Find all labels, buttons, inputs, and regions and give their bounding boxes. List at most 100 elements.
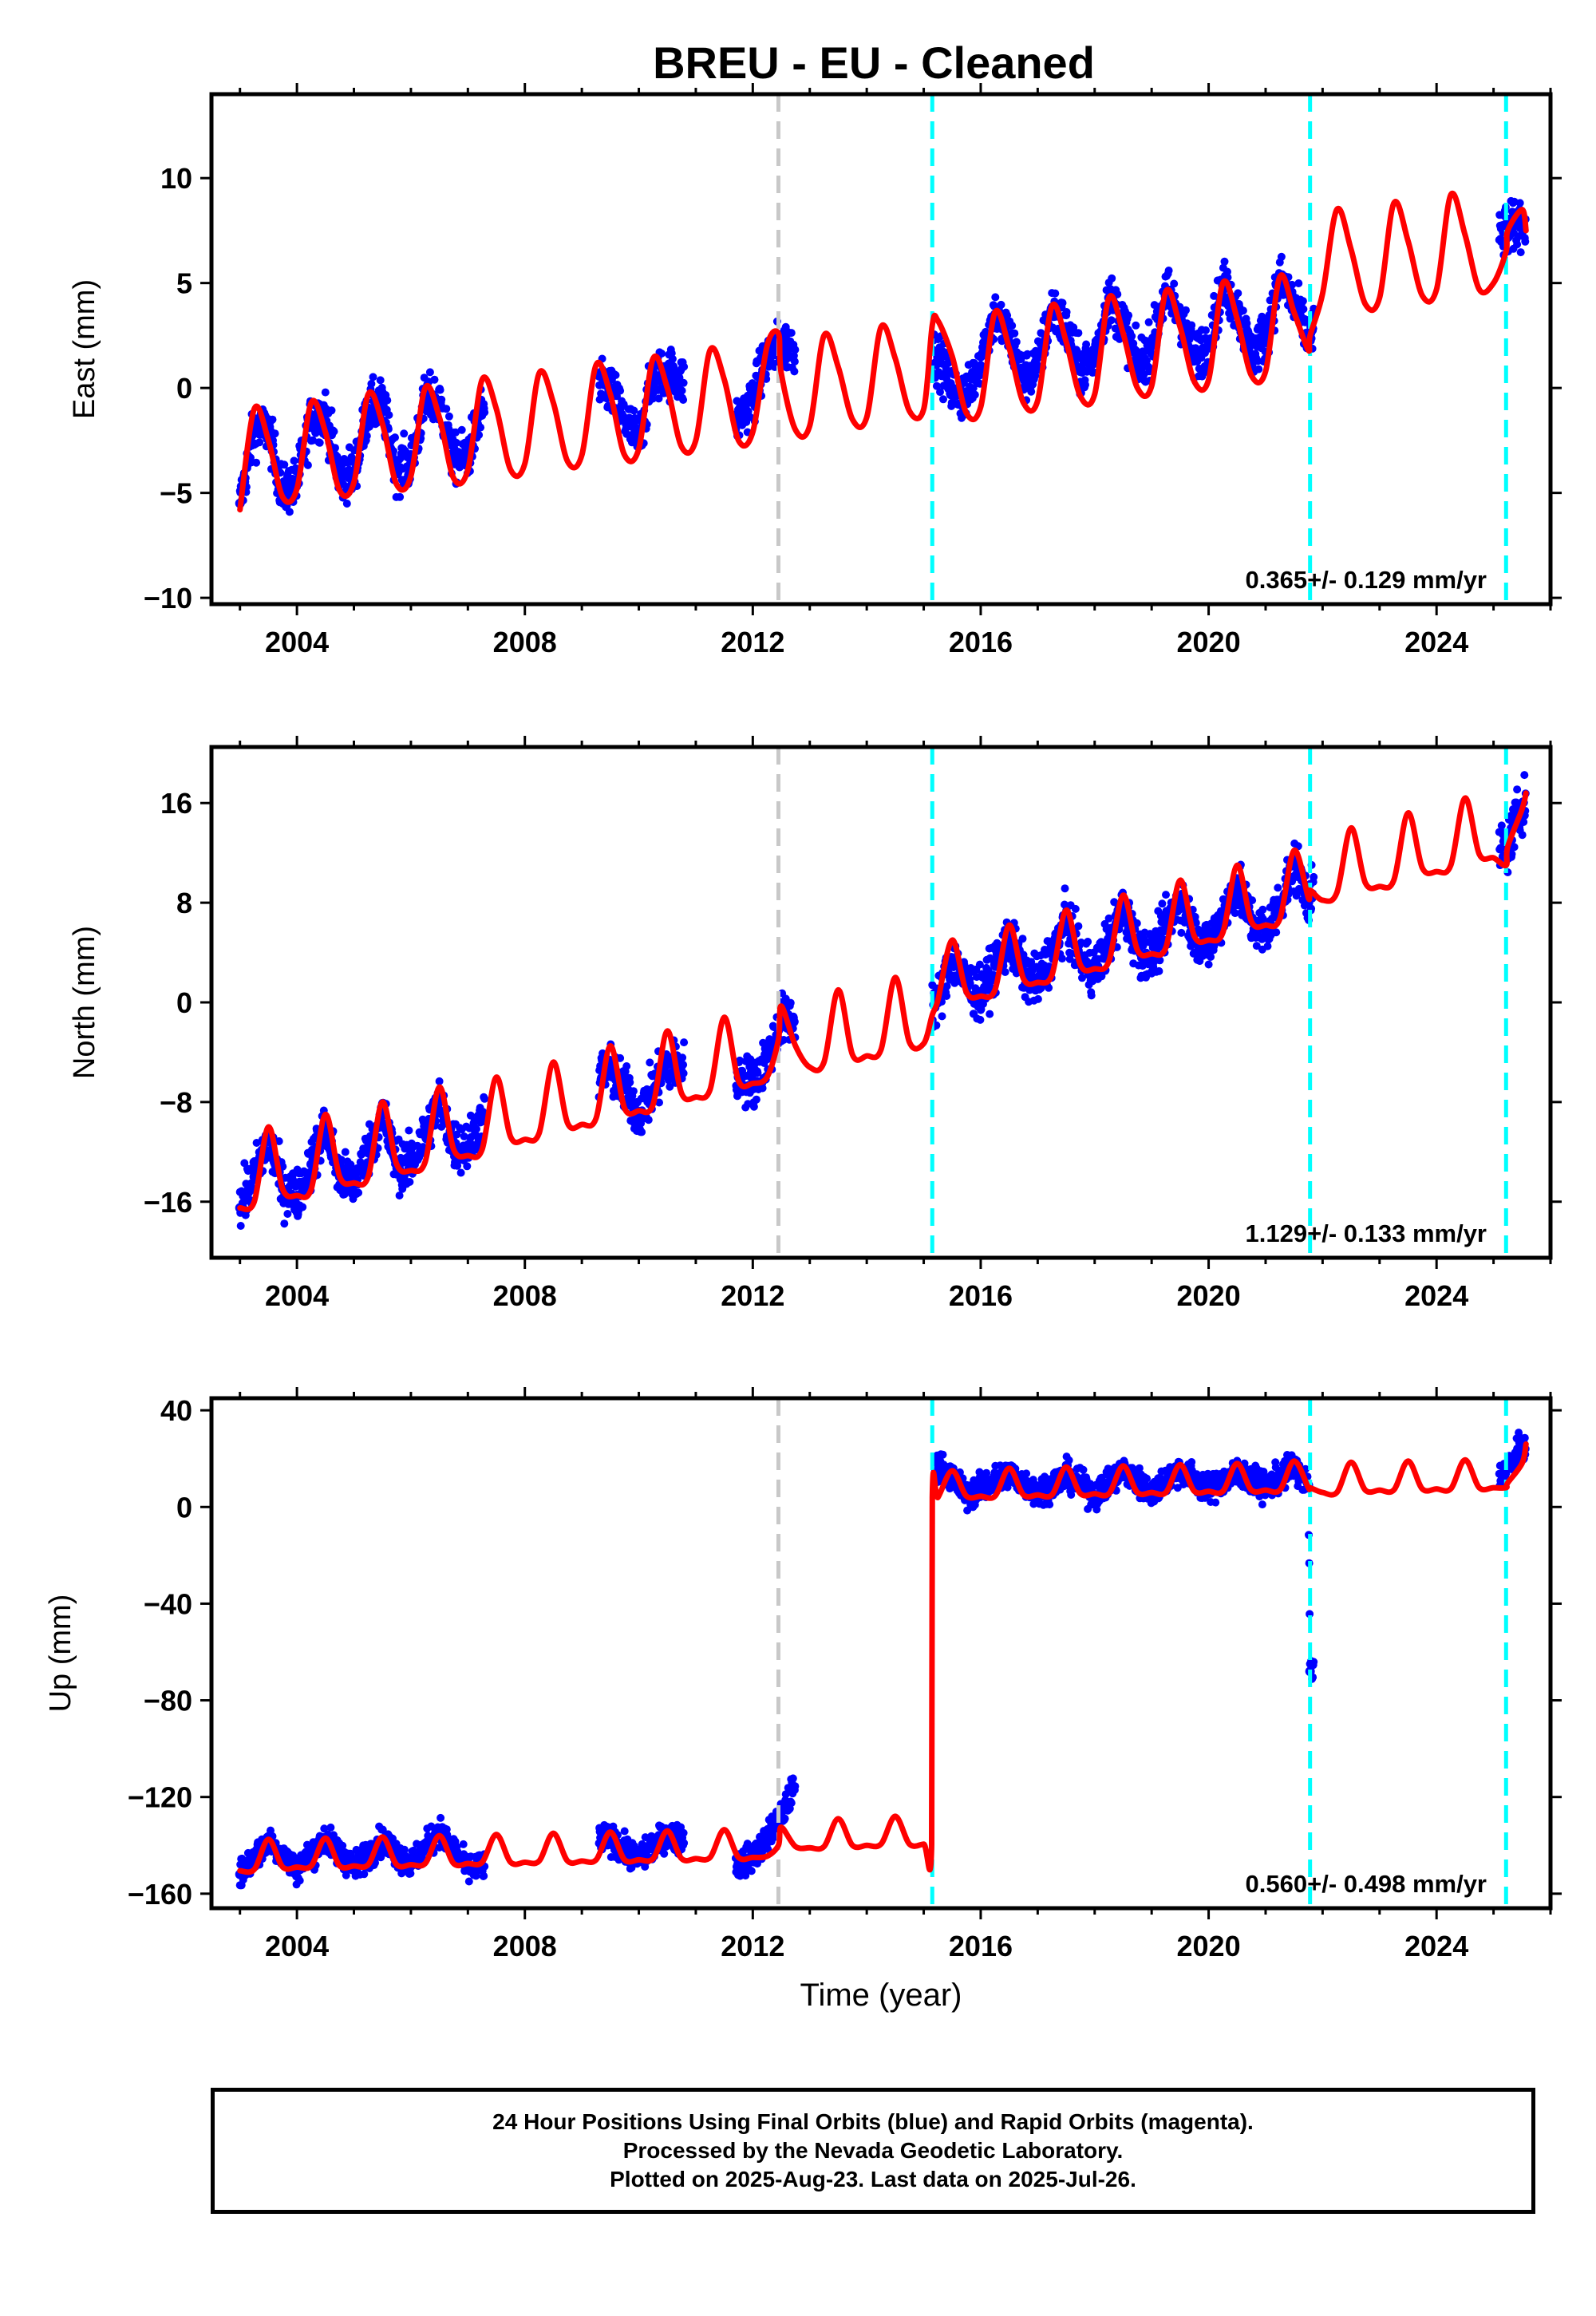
data-dot bbox=[252, 458, 261, 467]
x-tick-label: 2020 bbox=[1177, 626, 1241, 658]
data-dot bbox=[338, 1841, 347, 1850]
panel-up: 2004 2008 2012 2016 2020 2024−160−120−80−4004… bbox=[44, 1387, 1562, 2013]
data-dot bbox=[285, 508, 294, 516]
data-dot bbox=[758, 1084, 767, 1093]
data-dot bbox=[354, 1188, 363, 1197]
data-dot bbox=[452, 428, 460, 437]
final-orbit-point bbox=[947, 383, 958, 393]
final-orbit-point bbox=[619, 414, 630, 425]
data-dot bbox=[1202, 326, 1210, 334]
data-dot bbox=[942, 982, 951, 990]
final-orbit-point bbox=[1189, 354, 1199, 364]
data-dot bbox=[1170, 279, 1179, 288]
y-tick-label: 0 bbox=[176, 372, 192, 405]
data-dot bbox=[280, 1219, 289, 1228]
data-dot bbox=[1200, 368, 1208, 377]
data-dot bbox=[1292, 891, 1301, 900]
data-dot bbox=[400, 429, 409, 438]
x-ticks bbox=[239, 736, 1552, 1269]
data-dot bbox=[360, 1870, 369, 1879]
data-dot bbox=[936, 388, 944, 397]
data-dot bbox=[1519, 818, 1528, 826]
data-dot bbox=[1084, 938, 1092, 946]
rate-label: 1.129+/- 0.133 mm/yr bbox=[1246, 1219, 1487, 1247]
data-dot bbox=[678, 386, 686, 395]
y-axis-label: North (mm) bbox=[68, 926, 101, 1079]
data-dot bbox=[362, 432, 371, 441]
data-dot bbox=[1515, 199, 1524, 207]
data-dot bbox=[646, 1058, 654, 1067]
data-dot bbox=[752, 1095, 760, 1104]
data-dot bbox=[442, 405, 451, 413]
data-dot bbox=[1128, 332, 1136, 341]
data-dot bbox=[942, 992, 951, 1000]
data-dot bbox=[326, 1823, 335, 1832]
data-dot bbox=[679, 378, 688, 387]
data-dot bbox=[1082, 340, 1091, 349]
data-dot bbox=[437, 1813, 445, 1822]
data-dot bbox=[425, 368, 434, 377]
data-dot bbox=[1031, 371, 1040, 380]
data-dot bbox=[456, 1168, 465, 1177]
data-dot bbox=[271, 429, 279, 438]
data-dot bbox=[1156, 956, 1164, 965]
final-orbit-point bbox=[1246, 350, 1257, 360]
data-dot bbox=[376, 376, 385, 385]
data-dot bbox=[391, 433, 399, 442]
data-dot bbox=[1158, 899, 1167, 908]
final-orbit-point bbox=[947, 954, 958, 964]
data-dot bbox=[275, 1137, 283, 1145]
data-dot bbox=[367, 379, 376, 388]
data-dot bbox=[1242, 319, 1251, 328]
data-dot bbox=[395, 1192, 404, 1199]
data-dot bbox=[753, 1069, 762, 1077]
data-dot bbox=[680, 1038, 689, 1047]
data-dot bbox=[1299, 305, 1308, 314]
data-dot bbox=[480, 1871, 488, 1880]
data-dot bbox=[1062, 308, 1071, 316]
data-dot bbox=[932, 381, 941, 390]
final-orbit-point bbox=[662, 1060, 673, 1070]
data-dot bbox=[970, 390, 979, 399]
data-dot bbox=[452, 1130, 461, 1139]
data-dot bbox=[460, 1132, 468, 1140]
data-dot bbox=[790, 1018, 799, 1026]
data-dot bbox=[1298, 297, 1307, 306]
data-dot bbox=[303, 460, 312, 469]
data-dot bbox=[680, 362, 689, 371]
data-dot bbox=[255, 438, 264, 447]
data-dot bbox=[1104, 914, 1113, 923]
data-dot bbox=[1132, 919, 1141, 927]
data-dot bbox=[1058, 954, 1066, 963]
data-cloud bbox=[235, 1429, 1530, 1890]
data-dot bbox=[436, 385, 444, 394]
data-dot bbox=[787, 329, 796, 338]
data-dot bbox=[1012, 338, 1021, 346]
data-dot bbox=[1033, 994, 1042, 1003]
data-dot bbox=[1258, 915, 1267, 923]
data-dot bbox=[1045, 983, 1053, 992]
data-dot bbox=[679, 1069, 688, 1077]
data-dot bbox=[638, 1128, 646, 1136]
final-orbit-point bbox=[1132, 362, 1143, 372]
data-dot bbox=[1177, 928, 1186, 937]
data-dot bbox=[1107, 316, 1116, 325]
data-dot bbox=[986, 1010, 994, 1018]
data-dot bbox=[283, 1210, 292, 1218]
data-dot bbox=[1061, 884, 1069, 893]
data-dot bbox=[790, 367, 799, 376]
data-dot bbox=[1081, 381, 1089, 389]
data-dot bbox=[1155, 966, 1163, 975]
data-dot bbox=[342, 500, 351, 508]
data-dot bbox=[1008, 322, 1017, 330]
data-dot bbox=[790, 358, 799, 366]
data-dot bbox=[480, 1094, 489, 1103]
data-dot bbox=[620, 1827, 629, 1836]
x-tick-label: 2012 bbox=[721, 626, 784, 658]
data-dot bbox=[330, 427, 338, 436]
data-dot bbox=[475, 431, 484, 439]
x-tick-label: 2008 bbox=[493, 1279, 557, 1312]
